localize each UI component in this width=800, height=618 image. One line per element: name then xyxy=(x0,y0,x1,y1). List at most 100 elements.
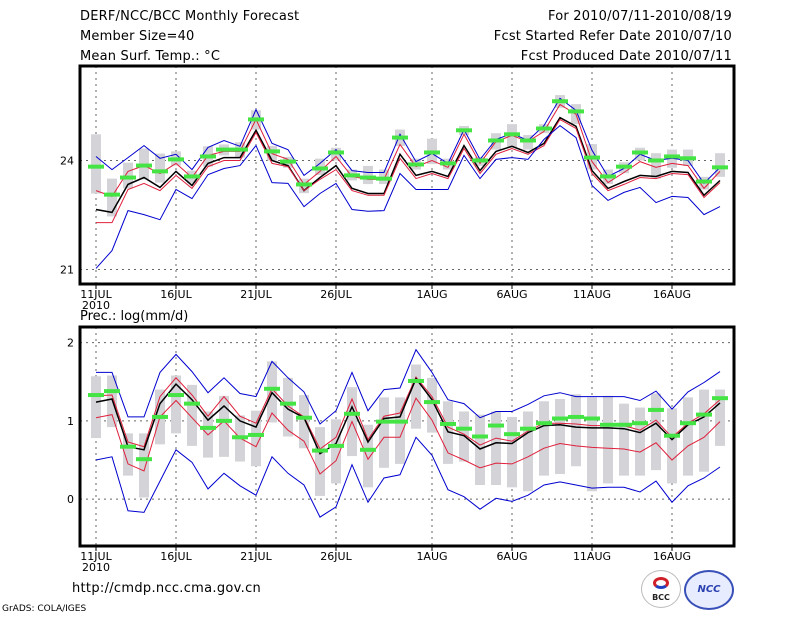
median-marker xyxy=(376,419,392,424)
median-marker xyxy=(568,414,584,419)
median-marker xyxy=(456,426,472,431)
median-marker xyxy=(584,155,600,160)
median-marker xyxy=(200,425,216,430)
spread-box xyxy=(651,153,661,179)
median-marker xyxy=(296,182,312,187)
x-tick-label: 21JUL xyxy=(240,288,272,301)
median-marker xyxy=(120,444,136,449)
spread-box xyxy=(299,395,309,449)
median-marker xyxy=(312,166,328,171)
ncc-logo: NCC xyxy=(684,570,734,610)
median-marker xyxy=(712,165,728,170)
median-marker xyxy=(424,400,440,405)
median-marker xyxy=(136,163,152,168)
header-right: For 2010/07/11-2010/08/19 Fcst Started R… xyxy=(494,9,732,69)
x-tick-label: 16JUL xyxy=(160,288,192,301)
spread-box xyxy=(683,397,693,476)
median-marker xyxy=(632,150,648,155)
spread-box xyxy=(715,389,725,446)
forecast-period: For 2010/07/11-2010/08/19 xyxy=(548,9,732,24)
spread-box xyxy=(635,407,645,476)
median-marker xyxy=(88,164,104,169)
median-marker xyxy=(136,457,152,462)
spread-box xyxy=(491,411,501,485)
median-marker xyxy=(568,109,584,114)
median-marker xyxy=(392,135,408,140)
plot-frame xyxy=(78,325,736,548)
bcc-swirl-icon xyxy=(653,577,669,589)
median-marker xyxy=(696,179,712,184)
spread-box xyxy=(155,153,165,183)
median-marker xyxy=(264,149,280,154)
median-marker xyxy=(680,156,696,161)
spread-box xyxy=(699,389,709,472)
produced-date: Fcst Produced Date 2010/07/11 xyxy=(520,49,732,64)
median-marker xyxy=(472,158,488,163)
forecast-title: DERF/NCC/BCC Monthly Forecast xyxy=(80,9,300,24)
median-marker xyxy=(376,176,392,181)
median-marker xyxy=(184,174,200,179)
median-marker xyxy=(200,154,216,159)
x-tick-label: 1AUG xyxy=(416,288,447,301)
median-marker xyxy=(648,407,664,412)
median-marker xyxy=(280,401,296,406)
x-tick-label: 6AUG xyxy=(496,288,527,301)
spread-box xyxy=(571,394,581,467)
spread-box xyxy=(379,397,389,468)
median-marker xyxy=(712,396,728,401)
median-marker xyxy=(600,174,616,179)
median-marker xyxy=(440,161,456,166)
spread-box xyxy=(603,395,613,484)
member-size: Member Size=40 xyxy=(80,29,195,44)
median-marker xyxy=(472,434,488,439)
spread-box xyxy=(91,376,101,439)
y-tick-label: 2 xyxy=(67,337,74,350)
median-marker xyxy=(184,401,200,406)
median-marker xyxy=(536,421,552,426)
spread-box xyxy=(411,364,421,429)
spread-box xyxy=(619,403,629,476)
median-marker xyxy=(520,426,536,431)
spread-box xyxy=(651,393,661,471)
precip-chart-title: Prec.: log(mm/d) xyxy=(80,309,189,324)
median-marker xyxy=(232,147,248,152)
median-marker xyxy=(104,192,120,197)
spread-box xyxy=(219,395,229,457)
x-tick-label: 6AUG xyxy=(496,550,527,563)
median-marker xyxy=(328,443,344,448)
spread-box xyxy=(91,134,101,194)
y-tick-label: 24 xyxy=(60,154,74,167)
median-marker xyxy=(408,378,424,383)
spread-box xyxy=(443,401,453,464)
median-marker xyxy=(408,162,424,167)
y-tick-label: 0 xyxy=(67,493,74,506)
median-marker xyxy=(312,448,328,453)
median-marker xyxy=(88,393,104,398)
spread-box xyxy=(715,153,725,177)
spread-box xyxy=(123,433,133,476)
median-marker xyxy=(552,99,568,104)
source-url[interactable]: http://cmdp.ncc.cma.gov.cn xyxy=(72,581,262,596)
x-tick-label: 16JUL xyxy=(160,550,192,563)
outer-lower-line xyxy=(95,124,721,269)
median-marker xyxy=(664,154,680,159)
x-tick-label: 16AUG xyxy=(653,288,691,301)
median-marker xyxy=(648,158,664,163)
spread-box xyxy=(587,397,597,492)
x-tick-label: 11JUL xyxy=(80,288,112,301)
spread-box xyxy=(283,377,293,437)
ensemble-mean-line xyxy=(95,377,721,455)
start-date: Fcst Started Refer Date 2010/07/10 xyxy=(493,29,732,44)
x-tick-label: 1AUG xyxy=(416,550,447,563)
median-marker xyxy=(232,435,248,440)
median-marker xyxy=(664,433,680,438)
median-marker xyxy=(264,386,280,391)
median-marker xyxy=(168,157,184,162)
median-marker xyxy=(616,164,632,169)
plot-frame xyxy=(78,64,736,286)
median-marker xyxy=(456,128,472,133)
spread-box xyxy=(331,419,341,484)
